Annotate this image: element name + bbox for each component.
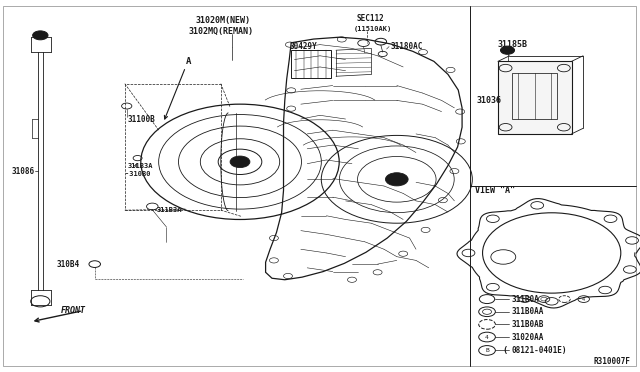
Circle shape [36,33,45,38]
Text: 31100B: 31100B [128,115,156,124]
Text: 311B3A: 311B3A [128,163,154,169]
Text: 31180AC: 31180AC [390,42,423,51]
Text: 31036: 31036 [477,96,502,105]
Circle shape [385,173,408,186]
Text: 31086: 31086 [12,167,35,176]
Text: SEC112: SEC112 [356,14,384,23]
Circle shape [500,46,515,54]
Text: 3102MQ(REMAN): 3102MQ(REMAN) [189,27,254,36]
Text: 30429Y: 30429Y [289,42,317,51]
Text: VIEW "A": VIEW "A" [475,186,515,195]
Bar [291,50,331,78]
Text: 311B0AA: 311B0AA [512,307,545,316]
Bar [498,61,572,134]
Text: (: ( [502,346,507,355]
Text: 311B3A: 311B3A [157,207,182,213]
Text: FRONT: FRONT [61,306,86,315]
Text: B: B [485,348,489,353]
Text: 311B0A: 311B0A [512,295,540,304]
Text: 31185B: 31185B [498,40,528,49]
Bar [512,73,557,119]
Text: 4: 4 [582,296,585,302]
Text: (11510AK): (11510AK) [354,26,392,32]
Text: -310B0: -310B0 [125,171,151,177]
Circle shape [33,31,48,40]
Text: 08121-0401E): 08121-0401E) [512,346,568,355]
Text: 4: 4 [485,334,489,340]
Circle shape [230,156,250,167]
Text: 31020M(NEW): 31020M(NEW) [195,16,250,25]
Text: R310007F: R310007F [593,357,630,366]
Text: A: A [186,57,191,66]
Text: 31020AA: 31020AA [512,333,545,341]
Text: 311B0AB: 311B0AB [512,320,545,329]
Text: 310B4: 310B4 [56,260,79,269]
